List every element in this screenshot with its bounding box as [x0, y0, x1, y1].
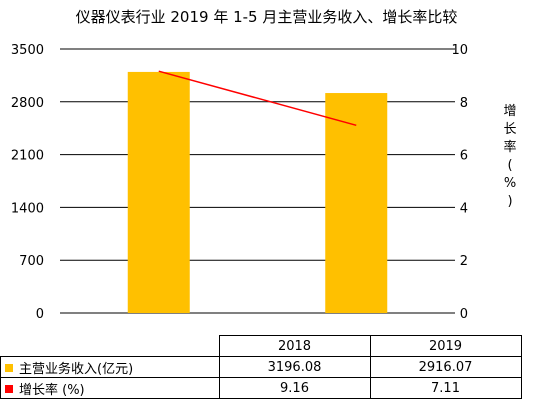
plot-area: 0 700 1400 2100 2800 3500 0 2 4 6 8 10 [11, 43, 468, 322]
y2-tick-label: 0 [460, 307, 468, 322]
y2-tick-label: 8 [460, 96, 468, 111]
y2-title-char: 率 [503, 140, 517, 155]
table-cell: 7.11 [369, 377, 522, 399]
bar [325, 93, 388, 313]
table-row: 增长率 (%) 9.16 7.11 [0, 377, 522, 399]
legend-label: 主营业务收入(亿元) [19, 361, 134, 377]
table-row-header: 主营业务收入(亿元) [0, 356, 220, 378]
table-header-row: 2018 2019 [0, 335, 522, 357]
y2-title-char: ) [507, 194, 513, 209]
table-header-cell: 2019 [369, 335, 522, 357]
table-row-header: 增长率 (%) [0, 377, 220, 399]
legend-swatch-bar [5, 363, 13, 372]
y2-tick-label: 4 [460, 201, 468, 216]
y-tick-label: 1400 [11, 201, 44, 216]
y-tick-label: 2800 [11, 96, 44, 111]
y2-title-char: 增 [503, 104, 517, 119]
y2-tick-label: 10 [451, 43, 468, 58]
data-table: 2018 2019 主营业务收入(亿元) 3196.08 2916.07 增长率… [0, 335, 522, 399]
legend-swatch-line [5, 384, 13, 393]
y2-tick-label: 2 [460, 254, 468, 269]
table-header-cell: 2018 [218, 335, 371, 357]
y2-axis-title: 增 长 率 ( % ) [500, 103, 520, 211]
y-tick-label: 2100 [11, 149, 44, 164]
y2-title-char: 长 [503, 122, 517, 137]
legend-label: 增长率 (%) [19, 382, 85, 398]
table-cell: 9.16 [218, 377, 371, 399]
growth-rate-line [158, 70, 357, 127]
table-row: 主营业务收入(亿元) 3196.08 2916.07 [0, 356, 522, 378]
y-tick-label: 3500 [11, 43, 44, 58]
table-cell: 2916.07 [369, 356, 522, 378]
table-cell: 3196.08 [218, 356, 371, 378]
y-tick-label: 0 [36, 307, 44, 322]
y2-title-char: % [503, 176, 517, 191]
table-corner [0, 335, 220, 357]
bar [127, 71, 190, 313]
chart-title: 仪器仪表行业 2019 年 1-5 月主营业务收入、增长率比较 [75, 8, 458, 26]
y-tick-label: 700 [19, 254, 44, 269]
y2-title-char: ( [507, 158, 513, 173]
y2-tick-label: 6 [460, 149, 468, 164]
